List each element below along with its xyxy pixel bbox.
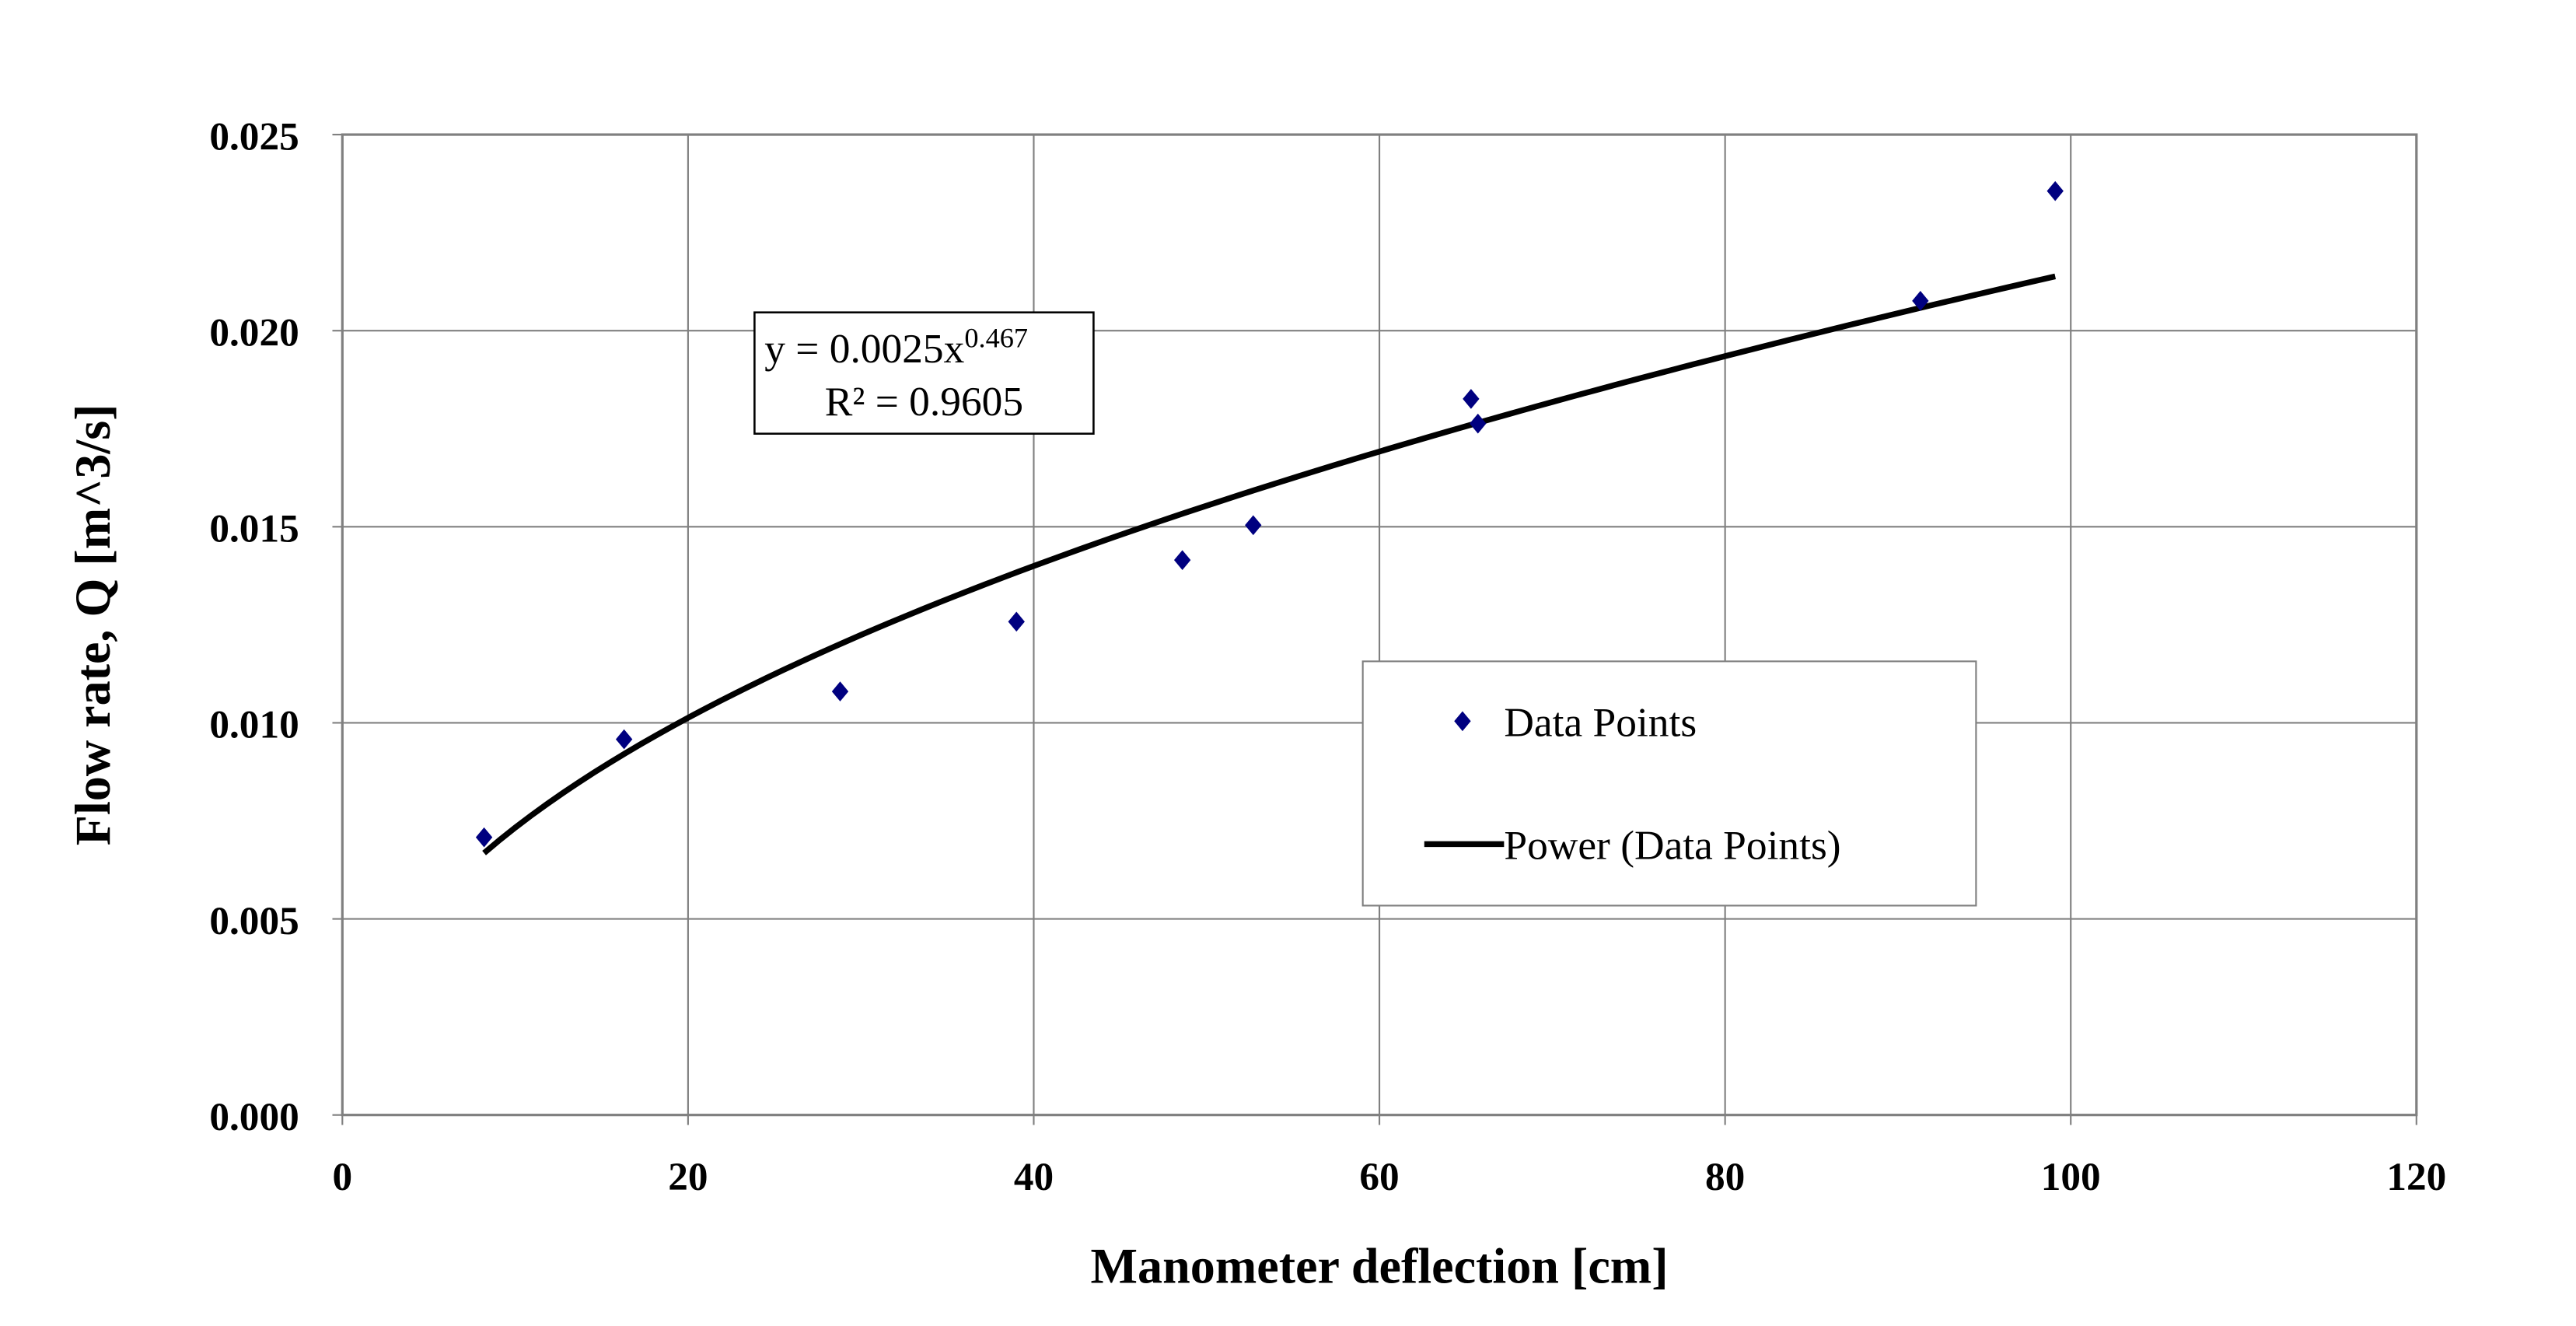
y-tick-label: 0.000: [209, 1095, 299, 1139]
equation-box: y = 0.0025x0.467 R² = 0.9605: [753, 311, 1095, 435]
legend-diamond-icon: [1454, 711, 1471, 732]
tick-labels: 0 20 40 60 80 100 120 0.000 0.005 0.010 0.015 0.020…: [209, 114, 2446, 1198]
x-tick-label: 40: [1014, 1155, 1054, 1199]
data-point: [1245, 515, 1262, 536]
equation-text: y = 0.0025x0.467: [764, 323, 1028, 372]
y-tick-label: 0.025: [209, 114, 299, 159]
y-tick-label: 0.020: [209, 310, 299, 355]
legend: Data Points Power (Data Points): [1361, 660, 1977, 907]
data-point: [615, 729, 633, 750]
equation-box-border: [753, 311, 1095, 435]
x-tick-label: 60: [1359, 1155, 1399, 1199]
legend-label-power: Power (Data Points): [1504, 822, 1840, 869]
data-point: [475, 827, 493, 848]
y-tick-label: 0.005: [209, 899, 299, 943]
x-tick-label: 20: [668, 1155, 708, 1199]
data-point: [1008, 611, 1025, 632]
x-tick-label: 0: [332, 1155, 352, 1199]
y-axis-label: Flow rate, Q [m^3/s]: [65, 404, 121, 846]
data-point: [1470, 413, 1487, 434]
y-tick-label: 0.015: [209, 507, 299, 551]
x-tick-label: 80: [1705, 1155, 1745, 1199]
legend-label-data-points: Data Points: [1504, 699, 1697, 746]
r-squared-text: R² = 0.9605: [825, 378, 1023, 425]
y-tick-label: 0.010: [209, 703, 299, 747]
trendline-power: [482, 273, 2057, 855]
legend-box: [1361, 660, 1977, 907]
plot-area-border: [341, 133, 2418, 1117]
x-axis-label: Manometer deflection [cm]: [1091, 1238, 1669, 1293]
x-tick-label: 100: [2041, 1155, 2101, 1199]
x-tick-label: 120: [2386, 1155, 2446, 1199]
data-point: [1463, 389, 1480, 409]
